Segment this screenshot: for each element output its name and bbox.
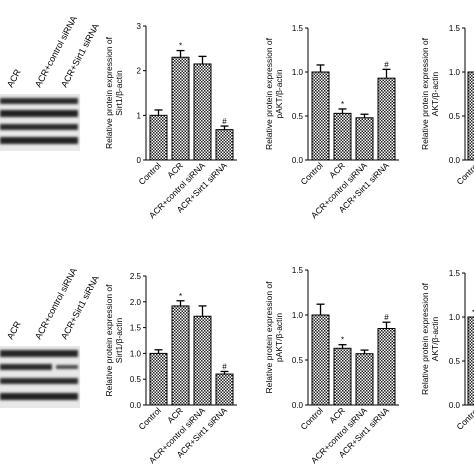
- y-tick-label: 0.5: [130, 375, 142, 384]
- bar: [215, 129, 234, 161]
- bar: [333, 112, 352, 161]
- y-tick-label: 0.5: [449, 112, 461, 121]
- bar-chart-bottom-sirt1: 0.0 0.5 1.0 1.5 2.0 2.5 Relative protein expre…: [104, 272, 237, 465]
- bar-chart-top-akt: 0.0 0.5 1.0 1.5 Relative protein expression …: [420, 24, 474, 187]
- bar: [171, 56, 190, 161]
- blot-band: [0, 137, 78, 144]
- blot-band: [0, 124, 78, 130]
- bar: [193, 63, 212, 161]
- y-tick-label: 2.0: [130, 298, 142, 307]
- y-tick-label: 1.5: [292, 266, 304, 275]
- blot-band: [0, 364, 52, 370]
- bar-chart-top-sirt1: 0 1 2 3 Relative protein expression ofSirt1/…: [104, 22, 237, 220]
- bar: [171, 305, 190, 406]
- y-tick-label: 0.5: [449, 357, 461, 366]
- blot-band: [0, 350, 78, 357]
- y-tick-label: 0.0: [449, 156, 461, 165]
- y-tick-label: 1.5: [292, 24, 304, 33]
- y-tick-label: 1.0: [449, 68, 461, 77]
- significance-marker: #: [222, 362, 227, 371]
- bar-chart-top-pakt: 0.0 0.5 1.0 1.5 Relative protein expression …: [264, 24, 399, 220]
- y-tick-label: 3: [137, 22, 142, 31]
- significance-marker: *: [341, 336, 344, 345]
- y-axis-label: Relative protein expression ofSirt1/β-ac…: [104, 36, 124, 149]
- blot-band: [0, 393, 78, 400]
- y-tick-label: 0.0: [292, 156, 304, 165]
- y-tick-label: 1.5: [449, 24, 461, 33]
- blot-band: [0, 98, 78, 104]
- y-tick-label: 0.5: [292, 112, 304, 121]
- y-axis-label: Relative protein expression ofAKT/β-acti…: [420, 37, 440, 150]
- bar: [311, 314, 330, 406]
- bar-charts: 0 1 2 3 Relative protein expression ofSirt1/…: [104, 22, 474, 465]
- significance-marker: *: [179, 42, 182, 51]
- significance-marker: #: [222, 117, 227, 126]
- y-tick-label: 2.5: [130, 272, 142, 281]
- blot-band: [56, 365, 78, 369]
- y-axis-label: Relative protein expression ofAKT/β-acti…: [420, 282, 440, 395]
- y-axis-label: Relative protein expression ofpAKT/β-act…: [264, 37, 284, 150]
- y-tick-label: 1.0: [449, 313, 461, 322]
- blot-panel-top: ACR ACR+control siRNA ACR+Sirt1 siRNA: [0, 14, 101, 151]
- bar: [355, 117, 374, 161]
- y-tick-label: 1.0: [130, 349, 142, 358]
- blot-band-rows: [0, 350, 78, 400]
- bar: [377, 328, 396, 406]
- bar-chart-bottom-akt: 0.0 0.5 1.0 1.5 Relative protein expression …: [420, 269, 474, 432]
- bar: [215, 373, 234, 406]
- y-tick-label: 1: [137, 111, 142, 120]
- blot-header: ACR: [5, 319, 23, 341]
- bar: [467, 316, 474, 406]
- y-tick-label: 0.0: [130, 401, 142, 410]
- bar: [355, 353, 374, 406]
- y-tick-label: 0.0: [292, 401, 304, 410]
- bar: [311, 71, 330, 161]
- blot-band-rows: [0, 98, 78, 144]
- bar: [377, 77, 396, 161]
- y-tick-label: 1.0: [292, 311, 304, 320]
- y-axis-label: Relative protein expression ofpAKT/β-act…: [264, 281, 284, 394]
- bar: [149, 352, 168, 406]
- y-tick-label: 0.0: [449, 401, 461, 410]
- significance-marker: #: [384, 313, 389, 322]
- y-tick-label: 1.0: [292, 68, 304, 77]
- y-tick-label: 1.5: [130, 324, 142, 333]
- bar: [467, 71, 474, 161]
- y-axis-label: Relative protein expression ofSirt1/β-ac…: [104, 284, 124, 397]
- significance-marker: *: [341, 100, 344, 109]
- y-tick-label: 2: [137, 67, 142, 76]
- blot-band: [0, 378, 78, 384]
- blot-panel-bottom: ACR ACR+control siRNA ACR+Sirt1 siRNA: [0, 266, 101, 408]
- significance-marker: #: [384, 60, 389, 69]
- y-tick-label: 0.5: [292, 356, 304, 365]
- bar: [193, 315, 212, 406]
- y-tick-label: 0: [137, 156, 142, 165]
- bar: [333, 347, 352, 406]
- blot-band: [0, 110, 78, 117]
- y-tick-label: 1.5: [449, 269, 461, 278]
- significance-marker: *: [179, 292, 182, 301]
- bar: [149, 114, 168, 161]
- blot-header: ACR: [5, 67, 23, 89]
- bar-chart-bottom-pakt: 0.0 0.5 1.0 1.5 Relative protein expression …: [264, 266, 399, 465]
